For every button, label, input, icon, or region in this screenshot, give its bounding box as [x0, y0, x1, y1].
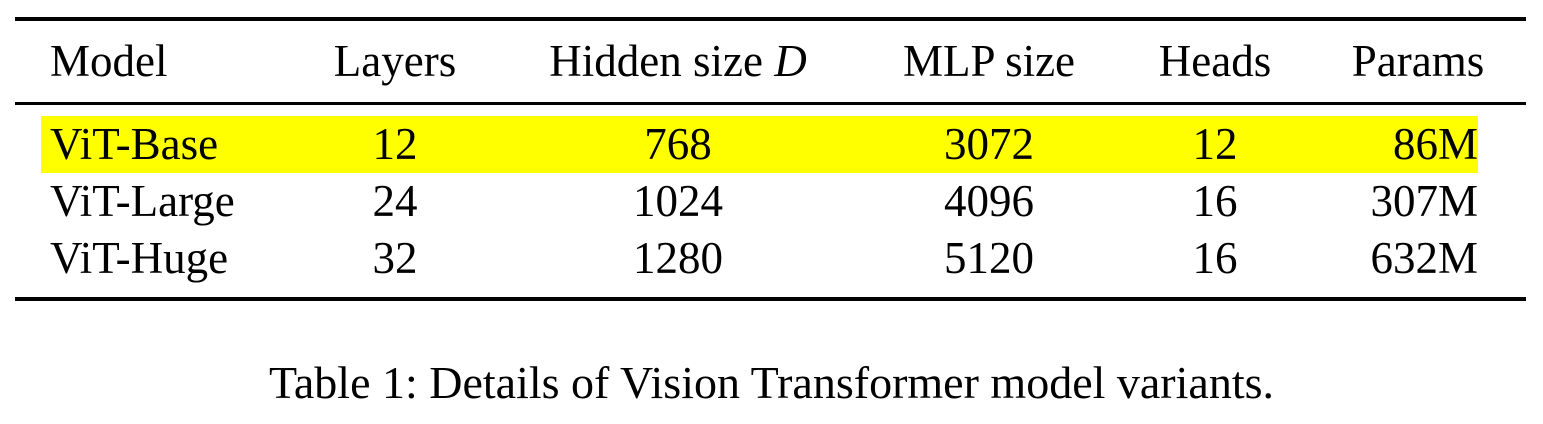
- header-params: Params: [1351, 36, 1485, 86]
- table-header-rule: [15, 102, 1526, 105]
- cell-model: ViT-Base: [50, 119, 219, 169]
- cell-params: 86M: [1392, 119, 1478, 169]
- header-hidden-size-symbol: D: [774, 36, 807, 86]
- cell-params: 632M: [1370, 233, 1478, 283]
- table-caption: Table 1: Details of Vision Transformer m…: [268, 357, 1274, 408]
- cell-layers: 32: [372, 233, 418, 283]
- cell-heads: 16: [1192, 176, 1238, 226]
- cell-mlp-size: 5120: [944, 233, 1034, 283]
- cell-mlp-size: 4096: [944, 176, 1034, 226]
- cell-hidden-size: 1280: [633, 233, 723, 283]
- header-mlp-size: MLP size: [902, 36, 1076, 86]
- cell-heads: 16: [1192, 233, 1238, 283]
- cell-heads: 12: [1192, 119, 1238, 169]
- cell-layers: 12: [372, 119, 418, 169]
- cell-hidden-size: 768: [644, 119, 712, 169]
- cell-layers: 24: [372, 176, 418, 226]
- table-bottom-rule: [15, 297, 1526, 301]
- header-hidden-size: Hidden size D: [549, 36, 806, 86]
- header-hidden-size-label: Hidden size: [549, 36, 763, 86]
- header-model: Model: [50, 36, 168, 86]
- cell-mlp-size: 3072: [944, 119, 1034, 169]
- cell-params: 307M: [1370, 176, 1478, 226]
- cell-hidden-size: 1024: [633, 176, 723, 226]
- row-highlight: [41, 116, 1478, 173]
- table-top-rule: [15, 17, 1526, 21]
- cell-model: ViT-Large: [50, 176, 235, 226]
- cell-model: ViT-Huge: [50, 233, 229, 283]
- header-heads: Heads: [1158, 36, 1272, 86]
- header-layers: Layers: [333, 36, 457, 86]
